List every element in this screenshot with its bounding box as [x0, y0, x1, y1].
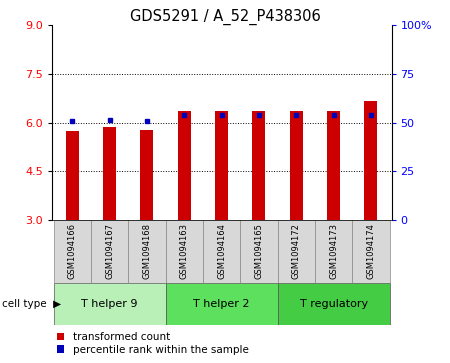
Bar — [290, 111, 303, 220]
Text: T helper 9: T helper 9 — [81, 299, 138, 309]
Text: GSM1094163: GSM1094163 — [180, 223, 189, 280]
Text: GSM1094168: GSM1094168 — [143, 223, 152, 280]
Bar — [178, 111, 191, 220]
Text: T helper 2: T helper 2 — [194, 299, 250, 309]
Bar — [252, 111, 266, 220]
Bar — [364, 101, 378, 220]
Text: GDS5291 / A_52_P438306: GDS5291 / A_52_P438306 — [130, 9, 320, 25]
Text: GSM1094172: GSM1094172 — [292, 224, 301, 279]
Bar — [215, 111, 228, 220]
Text: GSM1094174: GSM1094174 — [366, 224, 375, 279]
Text: T regulatory: T regulatory — [300, 299, 368, 309]
Bar — [54, 220, 91, 283]
Bar — [315, 220, 352, 283]
Text: GSM1094166: GSM1094166 — [68, 223, 77, 280]
Text: GSM1094164: GSM1094164 — [217, 224, 226, 279]
Bar — [352, 220, 390, 283]
Bar — [278, 220, 315, 283]
Text: GSM1094173: GSM1094173 — [329, 223, 338, 280]
Text: GSM1094167: GSM1094167 — [105, 223, 114, 280]
Text: cell type  ▶: cell type ▶ — [2, 299, 61, 309]
Bar — [66, 131, 79, 220]
Bar — [203, 220, 240, 283]
Bar — [327, 111, 340, 220]
Bar — [128, 220, 166, 283]
Bar — [140, 130, 153, 220]
Bar — [91, 220, 128, 283]
Bar — [240, 220, 278, 283]
Bar — [54, 283, 166, 325]
Bar — [103, 127, 116, 220]
Text: GSM1094165: GSM1094165 — [254, 224, 263, 279]
Bar — [166, 220, 203, 283]
Legend: transformed count, percentile rank within the sample: transformed count, percentile rank withi… — [57, 332, 248, 355]
Bar — [166, 283, 278, 325]
Bar — [278, 283, 390, 325]
